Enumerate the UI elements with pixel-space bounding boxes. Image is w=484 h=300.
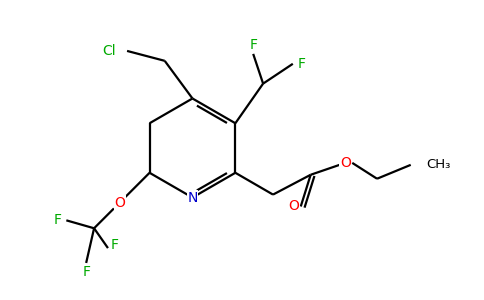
Text: O: O [340, 156, 351, 170]
Text: F: F [53, 213, 61, 227]
Text: CH₃: CH₃ [426, 158, 451, 171]
Text: O: O [114, 196, 125, 209]
Text: F: F [249, 38, 257, 52]
Text: F: F [111, 238, 119, 252]
Text: Cl: Cl [103, 44, 116, 58]
Text: O: O [288, 200, 299, 214]
Text: F: F [298, 57, 306, 71]
Text: F: F [82, 265, 90, 279]
Text: N: N [187, 190, 197, 205]
